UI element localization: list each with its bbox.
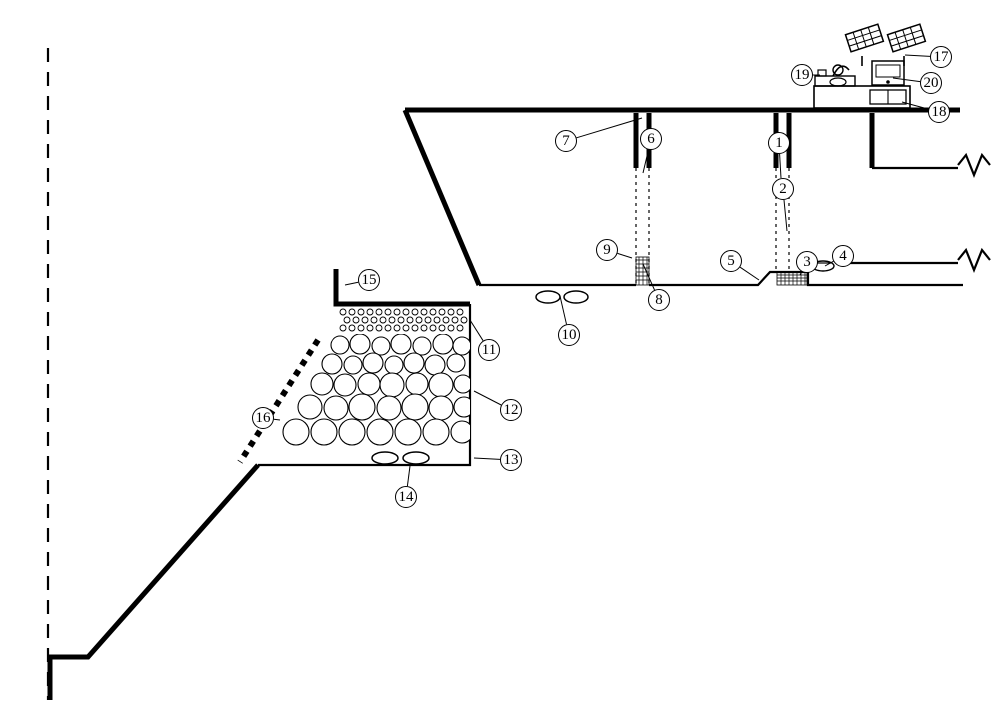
label-20: 20 <box>920 72 942 94</box>
mid-slope-outline <box>336 269 470 304</box>
label-15: 15 <box>358 269 380 291</box>
label-8: 8 <box>648 289 670 311</box>
label-17: 17 <box>930 46 952 68</box>
label-19: 19 <box>791 64 813 86</box>
label-5: 5 <box>720 250 742 272</box>
mid-shelf-outline <box>649 272 963 285</box>
label-3: 3 <box>796 251 818 273</box>
label-4: 4 <box>832 245 854 267</box>
label-12: 12 <box>500 399 522 421</box>
label-1: 1 <box>768 132 790 154</box>
label-13: 13 <box>500 449 522 471</box>
break-top <box>958 155 990 175</box>
mesh-9 <box>636 257 649 285</box>
diagram-svg <box>0 0 1000 709</box>
label-6: 6 <box>640 128 662 150</box>
label-16: 16 <box>252 407 274 429</box>
break-bottom <box>958 250 990 270</box>
drain-10 <box>536 291 588 303</box>
label-2: 2 <box>772 178 794 200</box>
label-9: 9 <box>596 239 618 261</box>
gravel-layer <box>337 306 469 334</box>
drain-14 <box>372 452 429 464</box>
lower-slope-outline <box>50 465 258 700</box>
label-18: 18 <box>928 101 950 123</box>
equipment-house <box>814 24 925 108</box>
mesh-sump-3 <box>777 272 807 285</box>
label-7: 7 <box>555 130 577 152</box>
label-14: 14 <box>395 486 417 508</box>
upper-slope-outline <box>405 110 479 285</box>
label-11: 11 <box>478 339 500 361</box>
label-10: 10 <box>558 324 580 346</box>
